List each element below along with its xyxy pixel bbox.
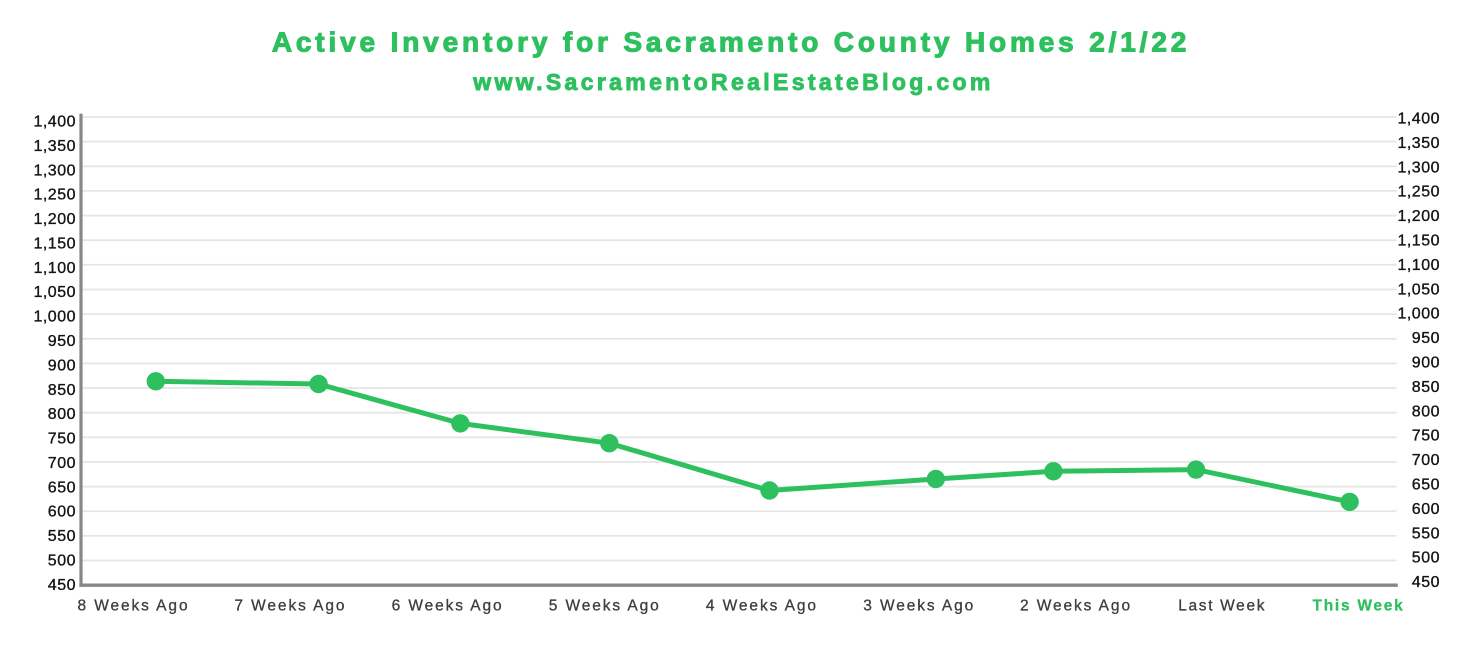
svg-text:7 Weeks Ago: 7 Weeks Ago	[234, 598, 346, 615]
svg-text:800: 800	[1412, 403, 1440, 420]
svg-text:1,250: 1,250	[33, 187, 76, 204]
svg-text:1,300: 1,300	[33, 162, 76, 179]
svg-text:1,050: 1,050	[1397, 281, 1440, 298]
svg-text:450: 450	[48, 577, 76, 594]
svg-text:950: 950	[48, 333, 76, 350]
svg-text:700: 700	[1412, 452, 1440, 469]
svg-text:850: 850	[48, 382, 76, 399]
svg-text:1,050: 1,050	[33, 284, 76, 301]
svg-text:6 Weeks Ago: 6 Weeks Ago	[392, 598, 504, 615]
svg-text:1,200: 1,200	[1397, 208, 1440, 225]
svg-text:2 Weeks Ago: 2 Weeks Ago	[1020, 598, 1132, 615]
svg-text:1,400: 1,400	[1397, 111, 1440, 128]
svg-text:1,350: 1,350	[33, 138, 76, 155]
svg-text:1,150: 1,150	[33, 235, 76, 252]
svg-text:www.SacramentoRealEstateBlog.c: www.SacramentoRealEstateBlog.com	[472, 69, 993, 95]
svg-text:500: 500	[1412, 550, 1440, 567]
svg-text:This Week: This Week	[1313, 598, 1405, 615]
svg-text:1,250: 1,250	[1397, 184, 1440, 201]
svg-text:950: 950	[1412, 330, 1440, 347]
svg-text:450: 450	[1412, 574, 1440, 591]
svg-text:1,300: 1,300	[1397, 159, 1440, 176]
svg-text:1,150: 1,150	[1397, 233, 1440, 250]
svg-text:850: 850	[1412, 379, 1440, 396]
svg-text:600: 600	[1412, 501, 1440, 518]
svg-text:Active Inventory for Sacrament: Active Inventory for Sacramento County H…	[272, 27, 1190, 58]
svg-text:5 Weeks Ago: 5 Weeks Ago	[549, 598, 661, 615]
svg-text:1,000: 1,000	[1397, 306, 1440, 323]
svg-text:550: 550	[48, 528, 76, 545]
svg-text:4 Weeks Ago: 4 Weeks Ago	[706, 598, 818, 615]
svg-text:550: 550	[1412, 525, 1440, 542]
svg-text:700: 700	[48, 455, 76, 472]
svg-text:1,100: 1,100	[1397, 257, 1440, 274]
svg-text:500: 500	[48, 553, 76, 570]
svg-text:900: 900	[1412, 355, 1440, 372]
svg-text:3 Weeks Ago: 3 Weeks Ago	[863, 598, 975, 615]
svg-text:750: 750	[48, 431, 76, 448]
svg-text:900: 900	[48, 357, 76, 374]
svg-text:1,350: 1,350	[1397, 135, 1440, 152]
svg-text:1,000: 1,000	[33, 309, 76, 326]
svg-text:1,400: 1,400	[33, 114, 76, 131]
svg-text:1,100: 1,100	[33, 260, 76, 277]
svg-text:Last Week: Last Week	[1178, 598, 1266, 615]
svg-text:800: 800	[48, 406, 76, 423]
svg-text:1,200: 1,200	[33, 211, 76, 228]
svg-text:8 Weeks Ago: 8 Weeks Ago	[78, 598, 190, 615]
svg-text:600: 600	[48, 504, 76, 521]
svg-text:650: 650	[1412, 477, 1440, 494]
svg-text:750: 750	[1412, 428, 1440, 445]
svg-text:650: 650	[48, 479, 76, 496]
